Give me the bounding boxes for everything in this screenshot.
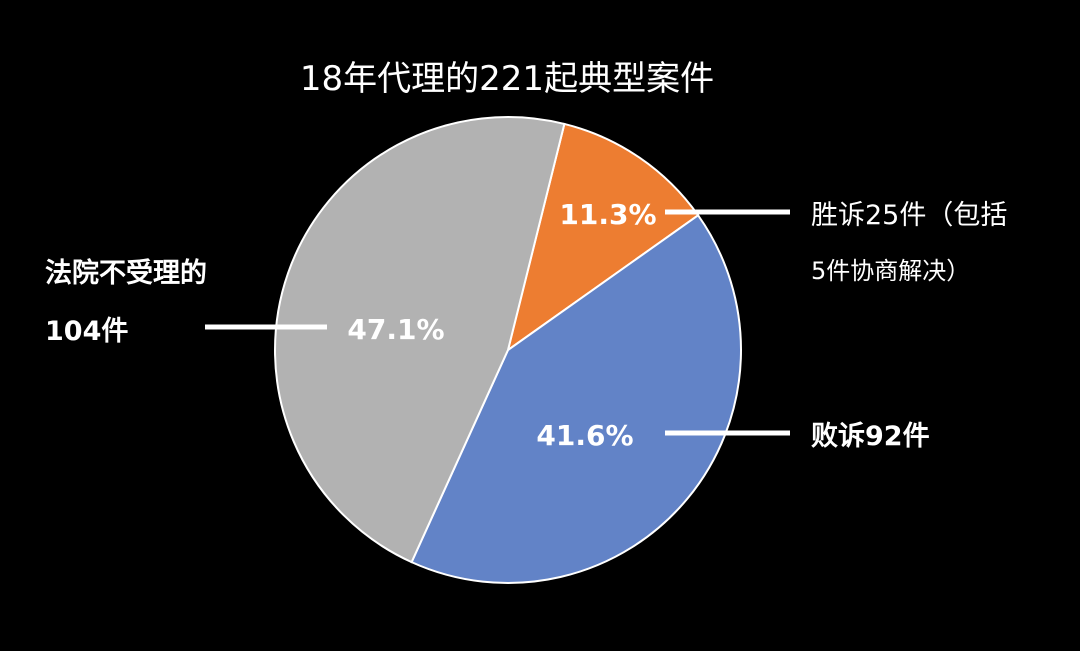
- category-label-rejected-line1: 法院不受理的: [45, 257, 207, 289]
- percent-label-win: 11.3%: [559, 198, 656, 231]
- percent-label-rejected: 47.1%: [347, 313, 444, 346]
- chart-title: 18年代理的221起典型案件: [300, 59, 714, 99]
- pie-slice-win: [506, 122, 700, 353]
- category-label-win-line2: 5件协商解决）: [811, 257, 970, 285]
- pie-slice-lose: [410, 213, 742, 584]
- pie-slices: [274, 116, 742, 584]
- percent-label-lose: 41.6%: [536, 419, 633, 452]
- category-label-lose: 败诉92件: [811, 421, 930, 452]
- category-label-rejected-line2: 104件: [45, 316, 128, 347]
- pie-slice-rejected: [274, 116, 566, 564]
- category-label-win-line1: 胜诉25件（包括: [811, 200, 1007, 231]
